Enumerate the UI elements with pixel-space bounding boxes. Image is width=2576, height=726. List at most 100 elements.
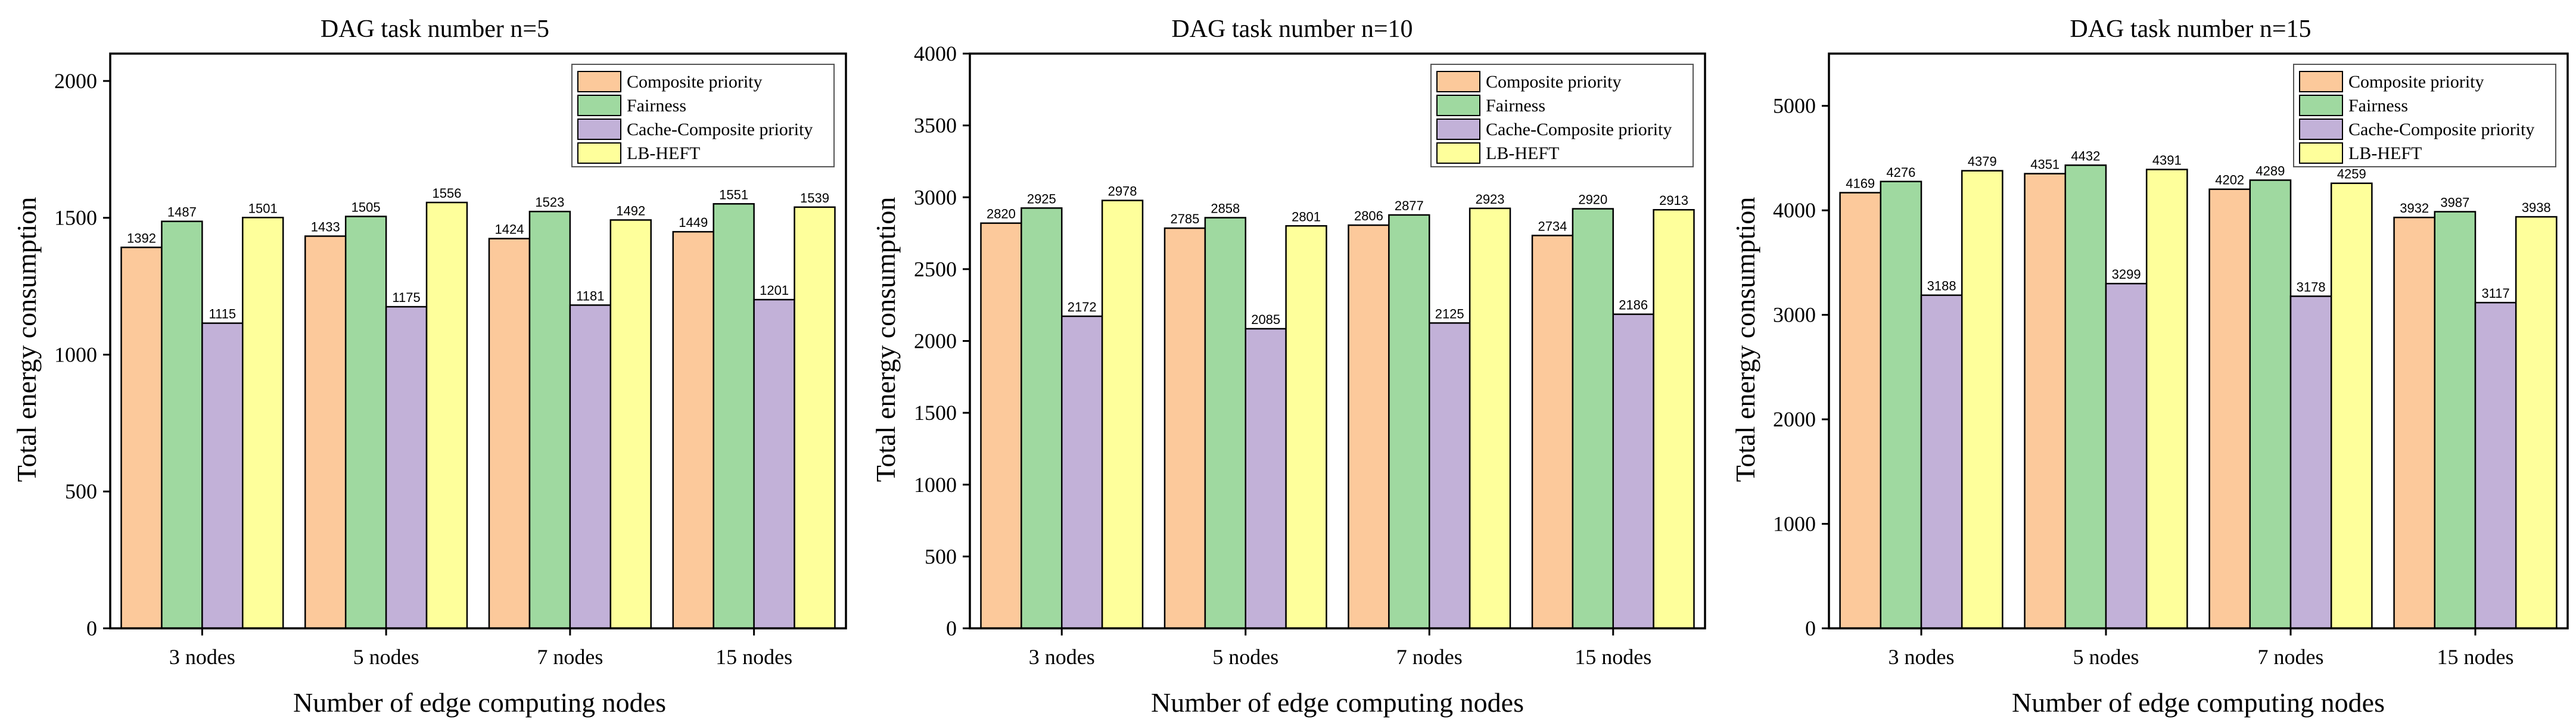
bar <box>2145 169 2188 630</box>
data-label: 2925 <box>1027 191 1056 206</box>
plot-area: 0 1000 2000 3000 4000 5000 4169 4276 3188 4379 3 n… <box>1773 52 2569 669</box>
bar <box>2064 164 2107 630</box>
legend-label: Fairness <box>2348 96 2408 116</box>
legend-swatch <box>577 142 621 164</box>
legend-label: Cache-Composite priority <box>2348 120 2534 139</box>
bar <box>2249 179 2292 630</box>
bar <box>1920 294 1963 630</box>
data-label: 4169 <box>1846 176 1875 191</box>
data-label: 2734 <box>1538 219 1567 233</box>
bar <box>1880 180 1922 630</box>
y-tick-label: 3500 <box>914 114 957 138</box>
legend-swatch <box>577 95 621 116</box>
bar <box>1285 225 1327 630</box>
bar <box>1163 227 1206 630</box>
y-tick-label: 1000 <box>1773 512 1816 536</box>
data-label: 1175 <box>392 290 420 305</box>
y-tick-label: 1000 <box>54 342 97 366</box>
bar <box>2105 282 2148 630</box>
data-label: 2978 <box>1108 184 1137 199</box>
data-label: 1424 <box>495 222 524 237</box>
data-label: 1551 <box>719 187 748 202</box>
data-label: 3188 <box>1927 279 1956 294</box>
y-axis-label: Total energy consumption <box>11 197 42 482</box>
legend-label: Cache-Composite priority <box>627 120 813 139</box>
bar <box>1572 208 1614 630</box>
x-tick-label: 3 nodes <box>1889 645 1955 669</box>
bar <box>672 230 714 630</box>
bar <box>1021 207 1063 630</box>
bar <box>344 216 387 630</box>
bar <box>161 220 203 630</box>
x-tick-label: 5 nodes <box>1212 645 1278 669</box>
y-tick-label: 500 <box>65 479 97 503</box>
bar <box>1612 313 1654 630</box>
y-tick-label: 2000 <box>54 69 97 93</box>
data-label: 2877 <box>1395 198 1424 213</box>
legend-swatch <box>577 71 621 92</box>
y-tick-label: 1500 <box>914 401 957 425</box>
y-tick-label: 4000 <box>1773 198 1816 222</box>
legend-label: Fairness <box>1486 96 1545 116</box>
legend-swatch <box>1436 71 1480 92</box>
legend-swatch <box>2299 142 2343 164</box>
bar <box>1961 170 2003 630</box>
bar <box>425 201 468 630</box>
plot-area: 0 500 1000 1500 2000 2500 3000 3500 4000 2820 2925… <box>914 42 1706 669</box>
data-label: 2801 <box>1292 209 1321 224</box>
data-label: 1181 <box>576 288 604 303</box>
chart-panel-n5: DAG task number n=5 Total energy consump… <box>11 15 847 718</box>
legend-label: LB-HEFT <box>1486 144 1559 163</box>
data-label: 1492 <box>616 203 645 218</box>
chart-title: DAG task number n=10 <box>1171 15 1413 43</box>
legend-label: Cache-Composite priority <box>1486 120 1672 139</box>
data-label: 2085 <box>1251 312 1280 327</box>
bar <box>242 217 284 630</box>
data-label: 1556 <box>433 186 462 201</box>
legend: Composite priority Fairness Cache-Composit… <box>571 64 835 167</box>
y-tick-label: 2000 <box>914 329 957 353</box>
data-label: 2920 <box>1578 192 1607 207</box>
bar <box>1653 208 1695 630</box>
x-tick-label: 3 nodes <box>169 645 235 669</box>
data-label: 2913 <box>1659 193 1688 208</box>
y-tick-label: 3000 <box>914 185 957 209</box>
data-label: 3117 <box>2481 286 2509 301</box>
y-tick-label: 0 <box>1805 616 1816 640</box>
y-tick-label: 1000 <box>914 473 957 497</box>
data-label: 3178 <box>2297 279 2326 294</box>
legend-swatch <box>2299 71 2343 92</box>
bar <box>1469 207 1511 630</box>
data-label: 2125 <box>1435 306 1464 321</box>
bar <box>2474 301 2517 630</box>
bar <box>488 238 531 630</box>
data-label: 2186 <box>1619 298 1648 313</box>
x-tick-label: 7 nodes <box>537 645 603 669</box>
data-label: 4259 <box>2337 167 2366 182</box>
data-label: 4391 <box>2152 153 2182 168</box>
bar <box>528 210 571 630</box>
legend-label: LB-HEFT <box>2348 144 2422 163</box>
data-label: 2806 <box>1354 208 1383 223</box>
bar <box>1839 192 1882 630</box>
bar <box>1348 224 1390 630</box>
legend-label: Composite priority <box>1486 72 1622 92</box>
data-label: 1201 <box>760 283 789 298</box>
chart-panel-n10: DAG task number n=10 Total energy consum… <box>870 15 1706 718</box>
bar <box>2208 188 2251 630</box>
bar <box>2434 211 2477 630</box>
data-label: 1505 <box>351 200 381 214</box>
data-label: 1487 <box>167 205 197 220</box>
data-label: 4202 <box>2215 173 2244 188</box>
legend-label: Composite priority <box>627 72 763 92</box>
data-label: 2820 <box>987 207 1016 222</box>
data-label: 2923 <box>1476 192 1505 207</box>
x-tick-label: 15 nodes <box>2437 645 2514 669</box>
bar <box>2393 216 2436 630</box>
plot-frame <box>1828 52 2569 630</box>
data-label: 1449 <box>679 215 708 230</box>
x-tick-label: 7 nodes <box>1396 645 1463 669</box>
legend-swatch <box>1436 95 1480 116</box>
y-tick-label: 3000 <box>1773 303 1816 327</box>
